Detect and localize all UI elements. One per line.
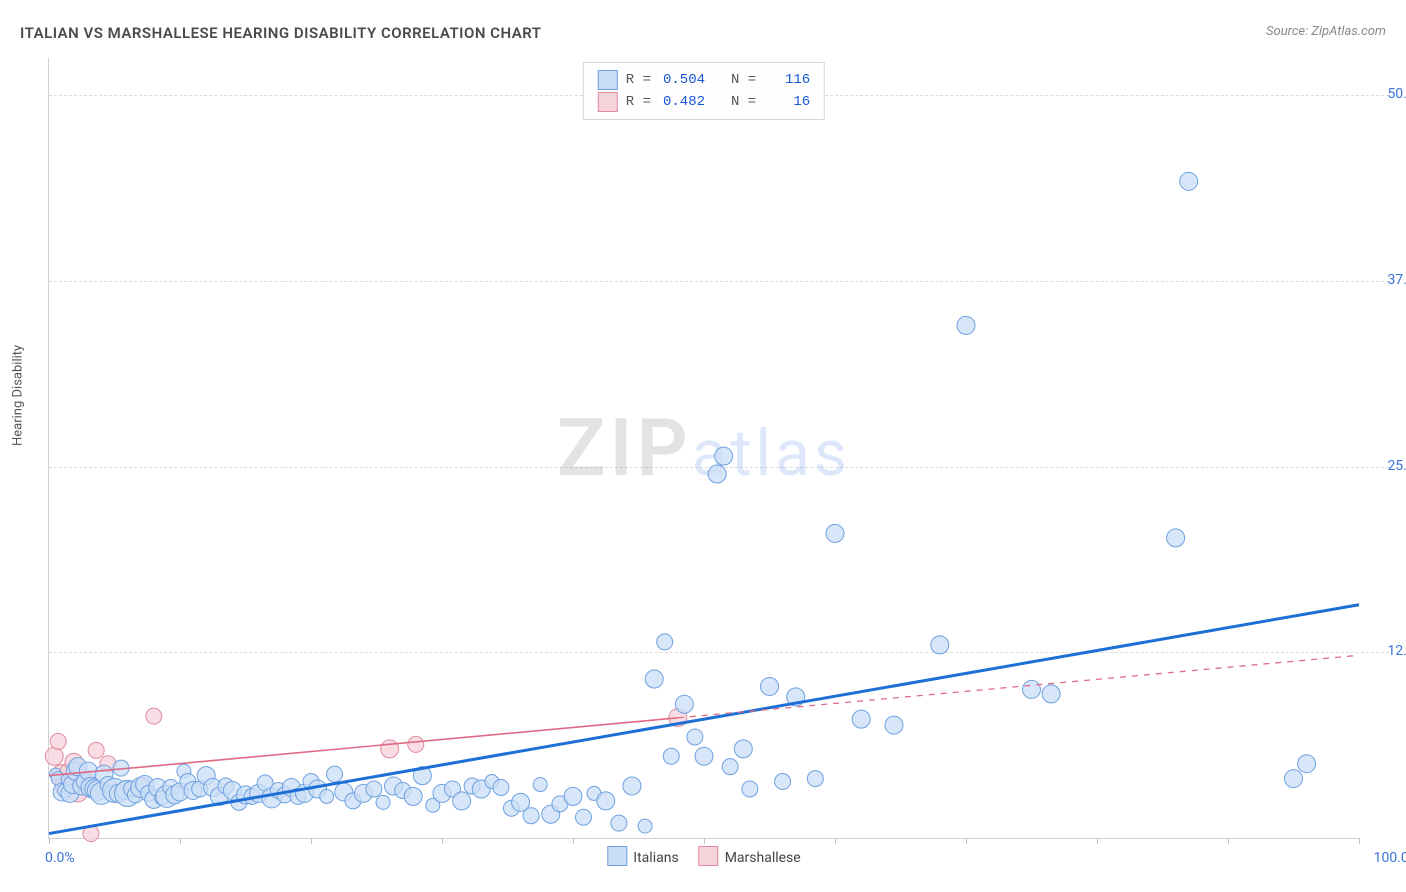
- data-point: [1180, 172, 1198, 190]
- data-point: [45, 747, 63, 765]
- y-axis-label: Hearing Disability: [11, 345, 26, 446]
- data-point: [327, 766, 343, 782]
- scatter-svg: [49, 58, 1389, 838]
- x-tick: [442, 838, 443, 844]
- legend-item: Marshallese: [699, 846, 801, 866]
- data-point: [376, 795, 390, 809]
- r-label: R =: [626, 91, 651, 113]
- x-tick: [835, 838, 836, 844]
- data-point: [852, 710, 870, 728]
- legend-item: Italians: [607, 846, 678, 866]
- x-tick: [1097, 838, 1098, 844]
- data-point: [663, 748, 679, 764]
- x-tick: [1228, 838, 1229, 844]
- n-label: N =: [731, 69, 756, 91]
- stats-legend-row: R = 0.482 N = 16: [598, 91, 810, 113]
- data-point: [657, 634, 673, 650]
- data-point: [597, 792, 615, 810]
- data-point: [645, 670, 663, 688]
- data-point: [931, 636, 949, 654]
- plot-area: ZIPatlas 12.5%25.0%37.5%50.0% 0.0% 100.0…: [48, 58, 1359, 839]
- data-point: [761, 677, 779, 695]
- data-point: [1285, 770, 1303, 788]
- stats-legend-row: R = 0.504 N = 116: [598, 69, 810, 91]
- legend-label: Italians: [633, 850, 678, 866]
- data-point: [826, 524, 844, 542]
- x-axis-max-label: 100.0%: [1374, 850, 1406, 866]
- data-point: [1023, 680, 1041, 698]
- legend-swatch: [598, 70, 618, 90]
- data-point: [807, 771, 823, 787]
- x-tick: [1359, 838, 1360, 844]
- data-point: [695, 747, 713, 765]
- data-point: [493, 779, 509, 795]
- data-point: [722, 759, 738, 775]
- data-point: [50, 733, 66, 749]
- data-point: [611, 815, 627, 831]
- r-value: 0.482: [659, 91, 705, 113]
- x-tick: [966, 838, 967, 844]
- data-point: [775, 774, 791, 790]
- x-tick: [704, 838, 705, 844]
- data-point: [734, 740, 752, 758]
- data-point: [320, 789, 334, 803]
- x-tick: [311, 838, 312, 844]
- data-point: [1167, 529, 1185, 547]
- data-point: [715, 447, 733, 465]
- data-point: [533, 778, 547, 792]
- trend-line: [49, 605, 1359, 834]
- data-point: [957, 316, 975, 334]
- data-point: [575, 809, 591, 825]
- data-point: [638, 819, 652, 833]
- stats-legend: R = 0.504 N = 116 R = 0.482 N = 16: [583, 62, 825, 120]
- series-legend: Italians Marshallese: [607, 846, 800, 866]
- data-point: [366, 781, 382, 797]
- data-point: [885, 716, 903, 734]
- data-point: [88, 742, 104, 758]
- n-value: 116: [764, 69, 810, 91]
- n-value: 16: [764, 91, 810, 113]
- data-point: [623, 777, 641, 795]
- legend-swatch: [598, 92, 618, 112]
- n-label: N =: [731, 91, 756, 113]
- data-point: [523, 808, 539, 824]
- data-point: [708, 465, 726, 483]
- source-attribution: Source: ZipAtlas.com: [1266, 24, 1386, 39]
- data-point: [404, 787, 422, 805]
- trend-line: [49, 718, 678, 776]
- data-point: [1298, 755, 1316, 773]
- data-point: [453, 792, 471, 810]
- data-point: [742, 781, 758, 797]
- x-tick: [180, 838, 181, 844]
- data-point: [146, 708, 162, 724]
- data-point: [408, 736, 424, 752]
- r-value: 0.504: [659, 69, 705, 91]
- x-tick: [49, 838, 50, 844]
- data-point: [381, 740, 399, 758]
- data-point: [1042, 685, 1060, 703]
- legend-swatch: [607, 846, 627, 866]
- data-point: [687, 729, 703, 745]
- legend-swatch: [699, 846, 719, 866]
- legend-label: Marshallese: [725, 850, 801, 866]
- x-tick: [573, 838, 574, 844]
- chart-title: ITALIAN VS MARSHALLESE HEARING DISABILIT…: [20, 24, 542, 42]
- data-point: [564, 787, 582, 805]
- data-point: [675, 695, 693, 713]
- chart-container: ITALIAN VS MARSHALLESE HEARING DISABILIT…: [0, 0, 1406, 892]
- r-label: R =: [626, 69, 651, 91]
- x-axis-min-label: 0.0%: [45, 850, 75, 866]
